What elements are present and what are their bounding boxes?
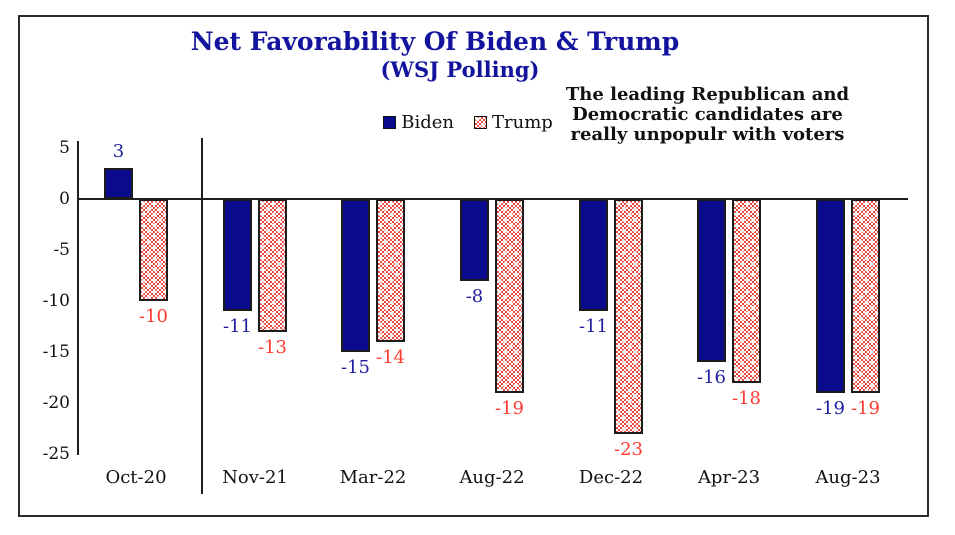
annotation-note: The leading Republican and Democratic ca… bbox=[545, 85, 870, 145]
y-axis-tick-label--10: -10 bbox=[42, 291, 70, 311]
category-label-aug-23: Aug-23 bbox=[815, 467, 881, 488]
biden-swatch-icon bbox=[383, 116, 397, 129]
value-label-bar-trump-aug-22: -19 bbox=[495, 397, 524, 419]
value-label-bar-biden-mar-22: -15 bbox=[341, 357, 370, 378]
value-label-bar-trump-oct-20: -10 bbox=[139, 306, 168, 327]
bar-trump-apr-23 bbox=[732, 199, 761, 383]
y-axis-tick-label-5: 5 bbox=[59, 138, 70, 158]
legend-label-trump: Trump bbox=[491, 112, 553, 133]
value-label-bar-biden-apr-23: -16 bbox=[697, 367, 726, 389]
annotation-line-2: Democratic candidates are bbox=[572, 104, 843, 125]
bar-biden-dec-22 bbox=[579, 199, 608, 312]
value-label-bar-trump-aug-23: -19 bbox=[851, 397, 880, 419]
chart-subtitle: (WSJ Polling) bbox=[380, 57, 540, 82]
annotation-line-3: really unpopulr with voters bbox=[570, 124, 845, 145]
value-label-bar-biden-oct-20: 3 bbox=[112, 141, 125, 163]
bar-biden-mar-22 bbox=[341, 199, 370, 352]
bar-trump-aug-23 bbox=[851, 199, 880, 393]
y-axis-tick-label--25: -25 bbox=[42, 444, 70, 464]
legend-label-biden: Biden bbox=[401, 112, 454, 133]
bar-biden-aug-23 bbox=[816, 199, 845, 393]
bar-trump-mar-22 bbox=[376, 199, 405, 342]
legend: Biden Trump bbox=[0, 112, 936, 133]
value-label-bar-biden-aug-22: -8 bbox=[465, 285, 484, 307]
y-axis-tick-label--15: -15 bbox=[42, 342, 70, 362]
bar-biden-oct-20 bbox=[104, 168, 133, 199]
value-label-bar-trump-mar-22: -14 bbox=[376, 346, 405, 368]
value-label-bar-trump-apr-23: -18 bbox=[732, 387, 761, 409]
group-separator-line bbox=[201, 138, 203, 494]
value-label-bar-biden-dec-22: -11 bbox=[579, 316, 608, 338]
category-label-dec-22: Dec-22 bbox=[578, 467, 644, 488]
category-label-mar-22: Mar-22 bbox=[339, 467, 407, 488]
bar-trump-aug-22 bbox=[495, 199, 524, 393]
value-label-bar-biden-nov-21: -11 bbox=[223, 316, 252, 338]
bar-biden-nov-21 bbox=[223, 199, 252, 312]
legend-item-trump: Trump bbox=[473, 112, 553, 133]
bar-trump-nov-21 bbox=[258, 199, 287, 332]
category-label-oct-20: Oct-20 bbox=[105, 467, 167, 488]
category-label-apr-23: Apr-23 bbox=[697, 467, 761, 488]
zero-baseline bbox=[78, 198, 908, 200]
y-axis-tick-label-0: 0 bbox=[59, 189, 70, 209]
trump-swatch-icon bbox=[473, 116, 487, 129]
category-label-aug-22: Aug-22 bbox=[459, 467, 525, 488]
bar-biden-aug-22 bbox=[460, 199, 489, 281]
y-axis-tick-label--20: -20 bbox=[42, 393, 70, 413]
value-label-bar-trump-nov-21: -13 bbox=[258, 336, 287, 358]
legend-item-biden: Biden bbox=[383, 112, 454, 133]
category-label-nov-21: Nov-21 bbox=[222, 467, 288, 488]
bar-trump-dec-22 bbox=[614, 199, 643, 434]
chart-title: Net Favorability Of Biden & Trump bbox=[190, 27, 680, 56]
bar-biden-apr-23 bbox=[697, 199, 726, 363]
y-axis-line bbox=[77, 141, 79, 455]
value-label-bar-biden-aug-23: -19 bbox=[816, 397, 845, 419]
bar-trump-oct-20 bbox=[139, 199, 168, 301]
value-label-bar-trump-dec-22: -23 bbox=[614, 438, 643, 460]
y-axis-tick-label--5: -5 bbox=[53, 240, 70, 260]
annotation-line-1: The leading Republican and bbox=[565, 84, 850, 105]
